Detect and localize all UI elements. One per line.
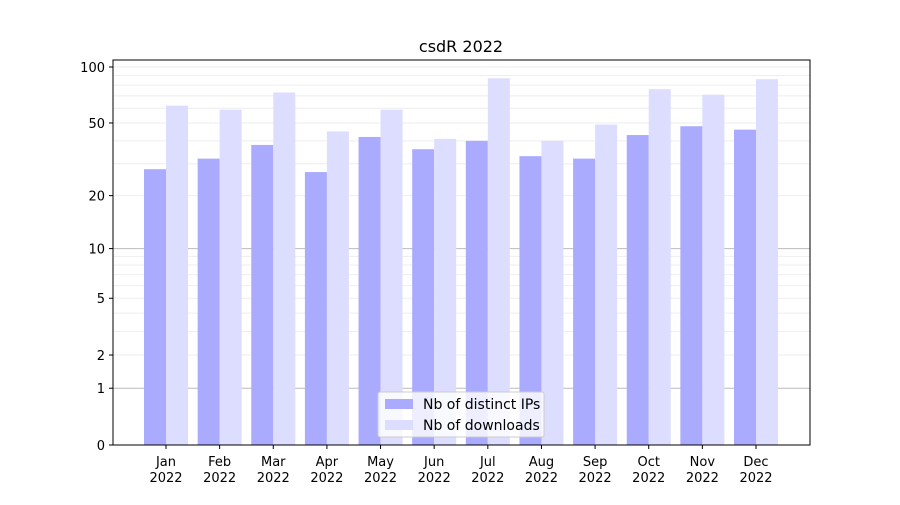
legend-label-ips: Nb of distinct IPs <box>423 397 540 413</box>
bar-distinct-ips <box>304 172 327 445</box>
x-tick-label: Dec 2022 <box>739 455 772 486</box>
bars <box>144 78 778 446</box>
bar-distinct-ips <box>358 136 381 446</box>
bar-downloads <box>434 138 457 445</box>
bar-downloads <box>648 89 671 446</box>
bar-distinct-ips <box>251 144 274 445</box>
x-tick-label: Jul 2022 <box>471 455 504 486</box>
legend: Nb of distinct IPs Nb of downloads <box>377 391 545 438</box>
legend-swatch-downloads <box>385 420 413 430</box>
legend-swatch-ips <box>385 399 413 409</box>
bar-downloads <box>487 78 510 445</box>
x-tick-label: Mar 2022 <box>257 455 290 486</box>
x-tick-label: Oct 2022 <box>632 455 665 486</box>
bar-downloads <box>219 109 242 445</box>
bar-downloads <box>273 92 296 445</box>
bar-distinct-ips <box>734 129 756 445</box>
y-axis: 0 1 2 5 10 20 50 100 <box>80 61 113 454</box>
chart-title: csdR 2022 <box>419 37 503 56</box>
x-tick-label: Nov 2022 <box>686 455 719 486</box>
x-tick-label: Jan 2022 <box>149 455 182 486</box>
bar-downloads <box>756 79 778 445</box>
bar-distinct-ips <box>144 169 166 445</box>
y-tick-label: 20 <box>88 190 105 205</box>
y-tick-label: 5 <box>97 292 105 307</box>
bar-distinct-ips <box>573 158 596 445</box>
y-tick-label: 100 <box>80 61 105 76</box>
bar-distinct-ips <box>412 149 435 446</box>
x-tick-label: May 2022 <box>364 455 397 486</box>
bar-downloads <box>380 109 403 445</box>
y-tick-label: 2 <box>97 349 105 364</box>
x-tick-label: Sep 2022 <box>579 455 612 486</box>
y-tick-label: 50 <box>88 117 105 132</box>
axes-frame <box>112 59 811 446</box>
y-tick-label: 1 <box>97 382 105 397</box>
bar-downloads <box>595 124 618 445</box>
legend-box <box>377 391 545 438</box>
y-tick-label: 10 <box>88 243 105 258</box>
x-tick-label: Jun 2022 <box>418 455 451 486</box>
bar-downloads <box>326 131 349 445</box>
bar-distinct-ips <box>197 158 220 445</box>
legend-label-downloads: Nb of downloads <box>423 418 540 434</box>
y-tick-label: 0 <box>97 439 105 454</box>
bar-downloads <box>166 105 188 446</box>
x-axis: Jan 2022 Feb 2022 Mar 2022 Apr 2022 May 2022 Jun 20… <box>149 445 773 486</box>
bar-distinct-ips <box>680 126 703 446</box>
x-tick-label: Feb 2022 <box>203 455 236 486</box>
bar-downloads <box>541 140 564 445</box>
bar-distinct-ips <box>465 140 488 445</box>
x-tick-label: Apr 2022 <box>310 455 343 486</box>
bar-distinct-ips <box>626 135 649 446</box>
bar-distinct-ips <box>519 156 542 445</box>
bar-downloads <box>702 94 725 446</box>
x-tick-label: Aug 2022 <box>525 455 558 486</box>
